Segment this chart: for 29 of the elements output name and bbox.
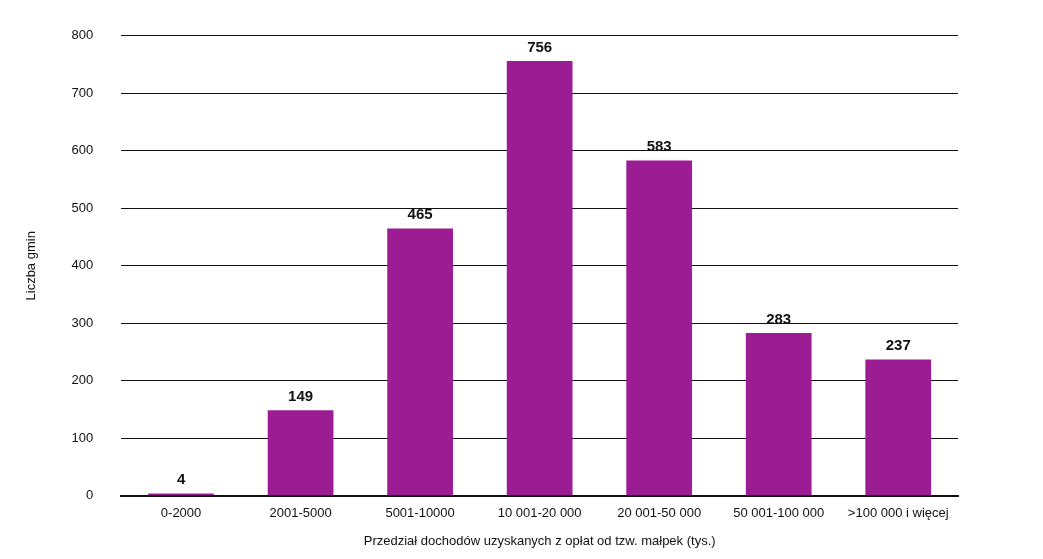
data-label: 237 (885, 336, 911, 354)
bar (267, 410, 334, 496)
bar (745, 333, 812, 496)
data-label: 756 (527, 37, 553, 55)
data-label: 465 (407, 205, 433, 223)
x-tick-label: 5001-10000 (385, 505, 455, 521)
x-tick-label: 10 001-20 000 (497, 505, 582, 521)
x-tick-label: 50 001-100 000 (733, 505, 825, 521)
y-tick-label: 200 (71, 372, 94, 388)
data-label: 149 (288, 386, 314, 404)
y-tick-label: 100 (71, 429, 94, 445)
y-tick-label: 0 (86, 487, 94, 503)
y-axis-title: Liczba gmin (23, 231, 39, 301)
x-axis-title: Przedział dochodów uzyskanych z opłat od tzw. małpek (tys.) (363, 532, 716, 548)
y-tick-label: 400 (71, 257, 94, 273)
x-tick-label: 2001-5000 (269, 505, 332, 521)
x-tick-label: 20 001-50 000 (617, 505, 702, 521)
x-tick-label: 0-2000 (160, 505, 202, 521)
bar (865, 359, 932, 496)
bar (626, 160, 693, 496)
y-tick-label: 800 (71, 27, 94, 43)
data-label: 4 (176, 470, 186, 488)
y-tick-label: 600 (71, 142, 94, 158)
bar (506, 61, 573, 496)
x-tick-label: >100 000 i więcej (847, 505, 949, 521)
bar (387, 228, 453, 496)
y-tick-label: 500 (71, 199, 94, 215)
y-tick-label: 700 (71, 84, 94, 100)
y-tick-label: 300 (71, 314, 94, 330)
